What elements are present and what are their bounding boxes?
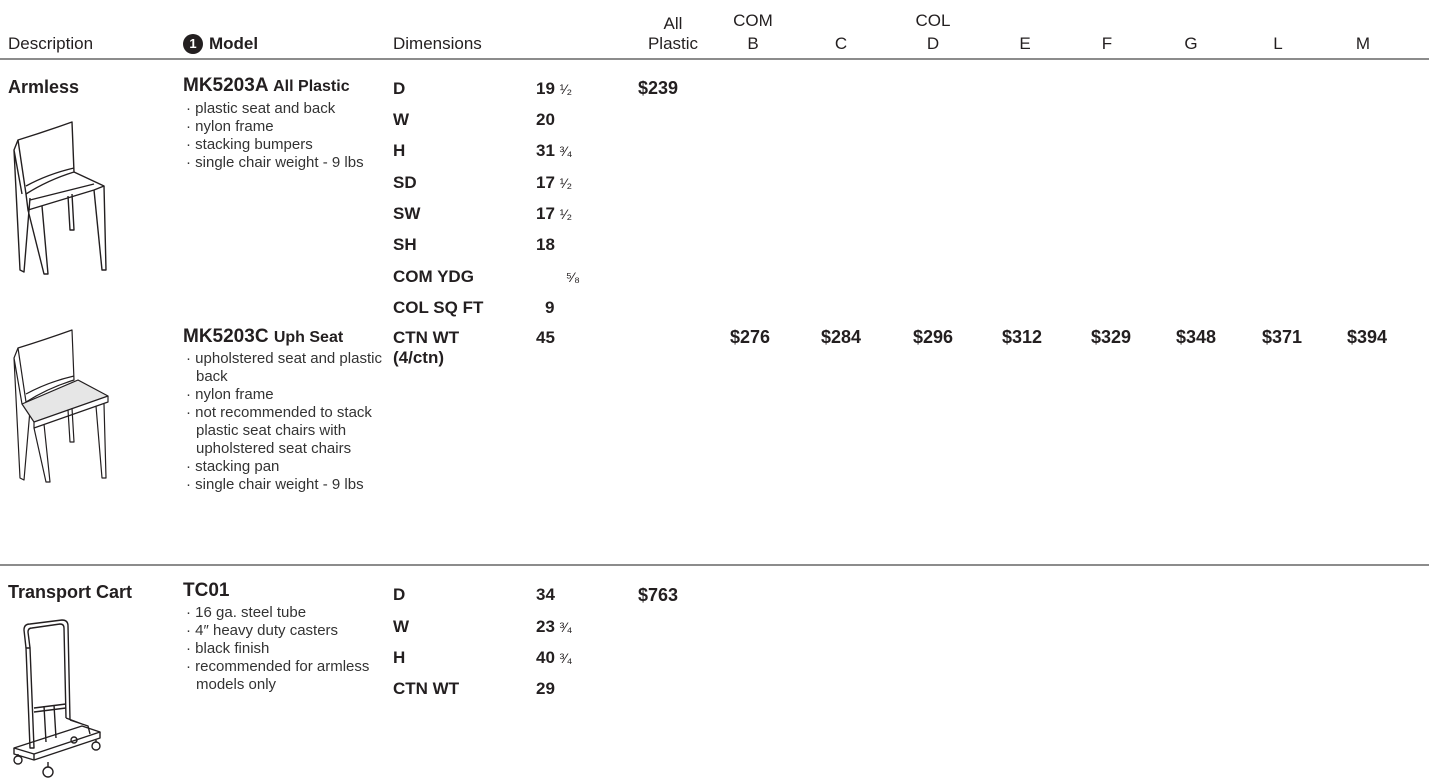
- model-mk5203a: MK5203A All Plastic: [183, 75, 350, 97]
- header-all: All: [663, 14, 683, 33]
- header-col: COL: [915, 11, 951, 30]
- price-all-plastic-mk5203a: $239: [638, 78, 679, 98]
- dim-fraction: ³⁄₄: [559, 143, 573, 159]
- header-grade-l: L: [1273, 34, 1283, 53]
- dim-label: COL SQ FT: [393, 298, 484, 317]
- bullet: · recommended for armless models only: [186, 658, 370, 693]
- dim-value: 31 ³⁄₄: [536, 141, 573, 160]
- model-name: Uph Seat: [273, 329, 344, 346]
- header-grade-m: M: [1355, 34, 1371, 53]
- header-grade-e: E: [1019, 34, 1031, 53]
- header-model-label: Model: [209, 34, 259, 53]
- dim-value: 40 ³⁄₄: [536, 648, 573, 667]
- header-dimensions: Dimensions: [393, 34, 482, 53]
- dim-label: SW: [393, 204, 421, 223]
- dim-value: 19 ¹⁄₂: [536, 79, 573, 98]
- model-mk5203c: MK5203C Uph Seat: [183, 326, 343, 348]
- header-grade-b: B: [747, 34, 759, 53]
- model-number-badge: 1: [183, 34, 203, 54]
- bullet: · upholstered seat and plastic back: [186, 350, 382, 385]
- price-grade-d: $296: [913, 327, 954, 347]
- dim-label: SH: [393, 235, 417, 254]
- price-grade-f: $329: [1091, 327, 1132, 347]
- dim-label: H: [393, 648, 406, 667]
- model-tc01-bullets: · 16 ga. steel tube · 4″ heavy duty cast…: [186, 604, 406, 694]
- model-tc01: TC01: [183, 580, 230, 601]
- dim-label: CTN WT: [393, 679, 460, 698]
- dim-label: W: [393, 110, 410, 129]
- dim-value: 9: [545, 298, 555, 317]
- bullet: · nylon frame: [186, 386, 274, 403]
- model-code: MK5203C: [183, 326, 269, 347]
- dim-fraction: ³⁄₄: [559, 650, 573, 666]
- header-grade-g: G: [1184, 34, 1198, 53]
- dim-value: 23 ³⁄₄: [536, 617, 573, 636]
- bullet: · stacking bumpers: [186, 136, 313, 153]
- dim-fraction: ³⁄₄: [559, 619, 573, 635]
- dim-label: W: [393, 617, 410, 636]
- chair-upholstered-icon: [13, 329, 109, 483]
- header-grade-f: F: [1101, 34, 1113, 53]
- transport-cart-icon: [13, 619, 101, 778]
- bullet: · 4″ heavy duty casters: [186, 622, 339, 639]
- model-mk5203c-bullets: · upholstered seat and plastic back · ny…: [186, 350, 411, 494]
- price-grade-c: $284: [821, 327, 862, 347]
- bullet: · single chair weight - 9 lbs: [186, 154, 364, 171]
- bullet: · nylon frame: [186, 118, 274, 135]
- model-name: All Plastic: [273, 78, 350, 95]
- dim-value: 20: [536, 110, 555, 129]
- section-divider-rule: [0, 564, 1429, 566]
- bullet: · plastic seat and back: [186, 100, 336, 117]
- header-model: 1 Model: [183, 34, 258, 54]
- header-description: Description: [8, 34, 94, 53]
- dim-label: D: [393, 585, 406, 604]
- dim-label: COM YDG: [393, 267, 474, 286]
- price-grade-e: $312: [1002, 327, 1043, 347]
- dim-value: 34: [536, 585, 555, 604]
- dim-value: ⁵⁄₈: [566, 267, 580, 287]
- bullet: · 16 ga. steel tube: [186, 604, 307, 621]
- header-com: COM: [733, 11, 773, 30]
- price-grade-l: $371: [1262, 327, 1303, 347]
- dim-value: 18: [536, 235, 555, 254]
- dim-label: D: [393, 79, 406, 98]
- model-mk5203a-bullets: · plastic seat and back · nylon frame · …: [186, 100, 421, 172]
- dim-value: 45: [536, 328, 555, 347]
- dim-label: H: [393, 141, 406, 160]
- section-transport-cart-description: Transport Cart: [8, 582, 133, 602]
- dim-label: SD: [393, 173, 417, 192]
- header-rule: [0, 58, 1429, 60]
- dim-value: 29: [536, 679, 555, 698]
- price-all-plastic-tc01: $763: [638, 585, 679, 605]
- bullet: · black finish: [186, 640, 270, 657]
- dim-fraction: ¹⁄₂: [559, 206, 573, 222]
- dim-fraction: ¹⁄₂: [559, 81, 573, 97]
- price-grade-g: $348: [1176, 327, 1217, 347]
- model-code: MK5203A: [183, 75, 268, 96]
- header-grade-c: C: [834, 34, 848, 53]
- header-plastic: Plastic: [647, 34, 699, 53]
- section-armless-description: Armless: [8, 77, 80, 97]
- dim-fraction: ⁵⁄₈: [566, 269, 580, 285]
- price-grade-b: $276: [730, 327, 771, 347]
- dim-fraction: ¹⁄₂: [559, 175, 573, 191]
- bullet: · stacking pan: [186, 458, 280, 475]
- bullet: · not recommended to stack plastic seat …: [186, 404, 372, 457]
- bullet: · single chair weight - 9 lbs: [186, 476, 364, 493]
- dim-value: 17 ¹⁄₂: [536, 204, 573, 223]
- chair-plastic-icon: [13, 121, 107, 275]
- ctn-note: (4/ctn): [393, 348, 444, 367]
- dim-value: 17 ¹⁄₂: [536, 173, 573, 192]
- header-grade-d: D: [926, 34, 940, 53]
- dim-label: CTN WT: [393, 328, 460, 347]
- price-grade-m: $394: [1347, 327, 1388, 347]
